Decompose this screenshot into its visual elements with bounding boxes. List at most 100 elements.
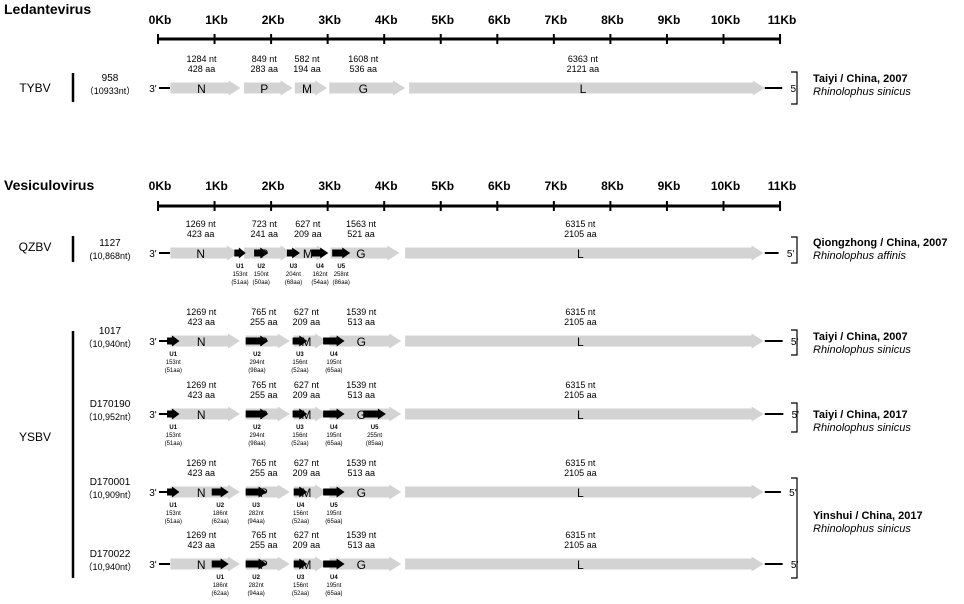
- orf-name: U1: [216, 575, 224, 581]
- gene-label: M: [301, 558, 311, 572]
- orf-arrow-U1: [234, 247, 246, 259]
- orf-nt: 258nt: [334, 272, 349, 278]
- strain-length: （10,940nt）: [83, 562, 136, 572]
- gene-arrow-G: [329, 556, 402, 572]
- host-bracket: [791, 402, 798, 433]
- gene-nt-label: 6315 nt: [565, 458, 596, 468]
- orf-nt: 156nt: [292, 360, 307, 366]
- gene-label: N: [197, 82, 206, 96]
- orf-arrow-U3: [286, 247, 300, 259]
- orf-name: U3: [290, 264, 298, 270]
- gene-aa-label: 423 aa: [187, 229, 215, 239]
- orf-arrow-U4: [311, 247, 329, 259]
- virus-name: QZBV: [19, 240, 52, 254]
- orf-name: U1: [236, 264, 244, 270]
- gene-aa-label: 513 aa: [347, 390, 375, 400]
- gene-nt-label: 765 nt: [251, 458, 277, 468]
- scale-tick-label: 3Kb: [318, 179, 341, 193]
- orf-name: U2: [253, 352, 261, 358]
- gene-aa-label: 2121 aa: [567, 64, 600, 74]
- orf-aa: (65aa): [325, 441, 342, 447]
- orf-aa: (98aa): [248, 368, 265, 374]
- strain-id: D170190: [90, 399, 131, 410]
- gene-aa-label: 2105 aa: [564, 390, 597, 400]
- orf-nt: 294nt: [249, 360, 264, 366]
- host-location: Taiyi / China, 2017: [813, 409, 908, 421]
- gene-label: L: [577, 486, 584, 500]
- gene-aa-label: 255 aa: [250, 390, 278, 400]
- gene-aa-label: 513 aa: [347, 468, 375, 478]
- orf-aa: (52aa): [292, 591, 309, 597]
- gene-aa-label: 2105 aa: [564, 317, 597, 327]
- gene-arrow-P: [245, 484, 290, 500]
- gene-nt-label: 1563 nt: [346, 219, 377, 229]
- gene-aa-label: 423 aa: [187, 390, 215, 400]
- gene-label: M: [303, 247, 313, 261]
- gene-arrow-L: [405, 484, 764, 500]
- scale-tick-label: 9Kb: [658, 179, 681, 193]
- orf-nt: 186nt: [213, 583, 228, 589]
- orf-name: U3: [252, 503, 260, 509]
- scale-tick-label: 4Kb: [375, 13, 398, 27]
- gene-nt-label: 627 nt: [294, 458, 320, 468]
- orf-aa: (68aa): [285, 280, 302, 286]
- gene-nt-label: 627 nt: [294, 380, 320, 390]
- five-prime-label: 5': [791, 560, 799, 571]
- gene-nt-label: 627 nt: [294, 307, 320, 317]
- orf-arrow-U1: [211, 558, 229, 570]
- gene-aa-label: 255 aa: [250, 317, 278, 327]
- gene-nt-label: 1269 nt: [186, 458, 217, 468]
- orf-aa: (65aa): [325, 519, 342, 525]
- gene-label: N: [196, 247, 205, 261]
- gene-label: M: [301, 486, 311, 500]
- gene-label: L: [577, 247, 584, 261]
- orf-name: U1: [169, 352, 177, 358]
- orf-nt: 156nt: [292, 433, 307, 439]
- three-prime-label: 3': [149, 249, 157, 260]
- gene-nt-label: 627 nt: [294, 530, 320, 540]
- three-prime-label: 3': [149, 410, 157, 421]
- gene-arrow-N: [170, 80, 241, 96]
- host-species: Rhinolophus affinis: [813, 250, 906, 262]
- orf-aa: (98aa): [248, 441, 265, 447]
- gene-aa-label: 209 aa: [293, 468, 321, 478]
- scale-tick-label: 11Kb: [768, 13, 797, 27]
- orf-nt: 282nt: [249, 511, 264, 517]
- gene-nt-label: 765 nt: [251, 530, 277, 540]
- strain-length: （10,909nt）: [83, 490, 136, 500]
- orf-nt: 195nt: [326, 511, 341, 517]
- orf-name: U2: [257, 264, 265, 270]
- gene-nt-label: 1269 nt: [186, 219, 217, 229]
- gene-arrow-N: [170, 406, 240, 422]
- orf-nt: 153nt: [232, 272, 247, 278]
- scale-tick-label: 11Kb: [768, 179, 797, 193]
- scale-tick-label: 0Kb: [149, 13, 172, 27]
- orf-arrow-U1: [167, 408, 180, 420]
- gene-aa-label: 209 aa: [293, 390, 321, 400]
- orf-name: U2: [253, 425, 261, 431]
- orf-aa: (62aa): [212, 519, 229, 525]
- orf-aa: (86aa): [333, 280, 350, 286]
- gene-label: L: [577, 408, 584, 422]
- strain-length: （10933nt）: [85, 86, 136, 96]
- orf-aa: (50aa): [253, 280, 270, 286]
- strain-length: (10,868nt): [89, 251, 130, 261]
- three-prime-label: 3': [149, 84, 157, 95]
- host-species: Rhinolophus sinicus: [813, 422, 911, 434]
- gene-aa-label: 2105 aa: [564, 540, 597, 550]
- scale-tick-label: 10Kb: [711, 179, 740, 193]
- gene-arrow-P: [243, 80, 293, 96]
- orf-nt: 156nt: [293, 583, 308, 589]
- gene-aa-label: 241 aa: [251, 229, 279, 239]
- scale-tick-label: 6Kb: [488, 13, 511, 27]
- gene-aa-label: 513 aa: [347, 317, 375, 327]
- host-location: Qiongzhong / China, 2007: [813, 237, 947, 249]
- gene-label: G: [357, 335, 366, 349]
- gene-label: N: [197, 558, 206, 572]
- orf-aa: (85aa): [366, 441, 383, 447]
- orf-nt: 195nt: [326, 433, 341, 439]
- scale-tick-label: 7Kb: [545, 13, 568, 27]
- gene-aa-label: 255 aa: [250, 540, 278, 550]
- gene-aa-label: 2105 aa: [564, 229, 597, 239]
- gene-aa-label: 513 aa: [347, 540, 375, 550]
